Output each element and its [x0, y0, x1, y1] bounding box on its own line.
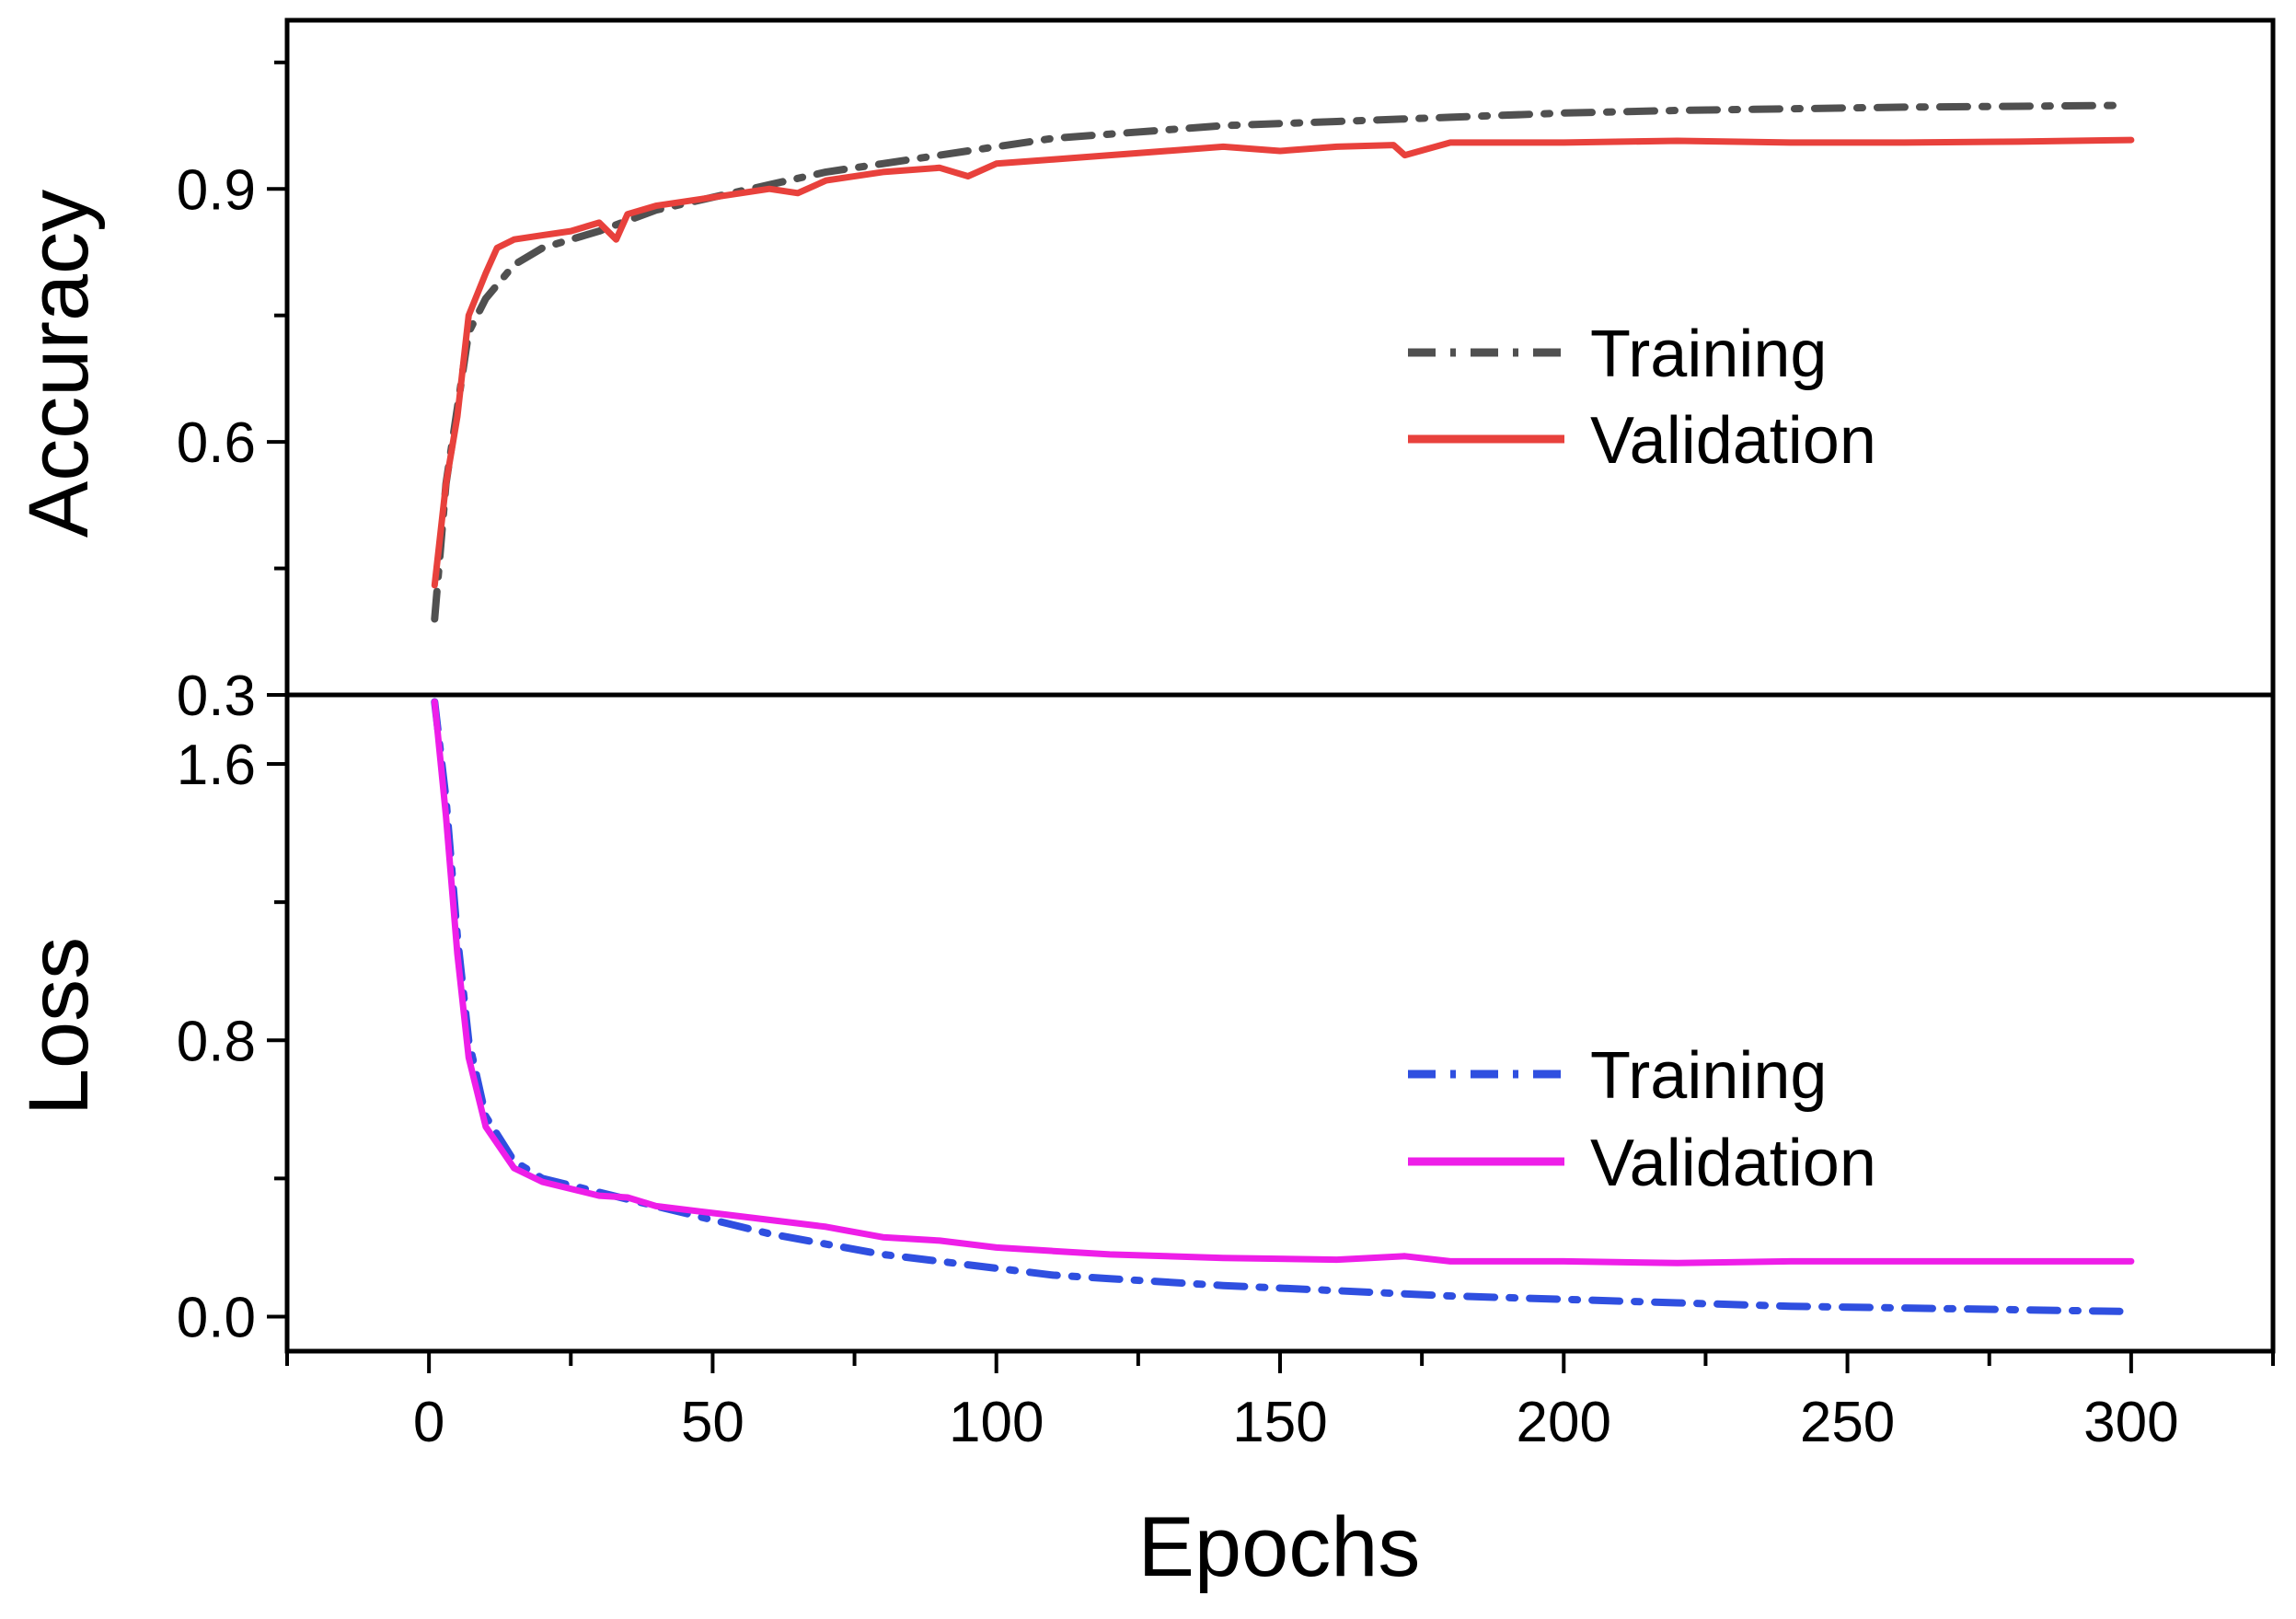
x-tick-label: 150 — [1232, 1391, 1327, 1454]
loss-validation-legend-label: Validation — [1590, 1127, 1876, 1200]
accuracy-training-legend-label: Training — [1590, 318, 1827, 391]
x-tick-label: 200 — [1517, 1391, 1611, 1454]
accuracy-y-tick-label: 0.9 — [177, 158, 256, 222]
accuracy-training-series-line — [431, 101, 2124, 623]
loss-y-tick-label: 0.0 — [177, 1286, 256, 1349]
x-tick-label: 100 — [949, 1391, 1044, 1454]
x-tick-label: 50 — [681, 1391, 744, 1454]
accuracy-validation-series-line — [431, 136, 2135, 589]
accuracy-axis-title: Accuracy — [12, 190, 106, 538]
x-tick-label: 0 — [413, 1391, 444, 1454]
loss-training-legend-label: Training — [1590, 1039, 1827, 1113]
loss-panel-frame — [284, 692, 2276, 1354]
x-tick-label: 250 — [1800, 1391, 1895, 1454]
accuracy-legend: Training Validation — [1408, 318, 1876, 478]
loss-legend: Training Validation — [1408, 1039, 1876, 1200]
loss-training-series-line — [431, 698, 2124, 1315]
accuracy-y-tick-label: 0.6 — [177, 411, 256, 475]
loss-validation-series-line — [431, 699, 2135, 1266]
loss-y-tick-label: 0.8 — [177, 1010, 256, 1073]
accuracy-validation-legend-label: Validation — [1590, 404, 1876, 478]
epochs-axis-title: Epochs — [1138, 1500, 1421, 1594]
loss-axis-title: Loss — [12, 937, 106, 1116]
x-tick-label: 300 — [2083, 1391, 2178, 1454]
accuracy-y-tick-label: 0.3 — [177, 665, 256, 728]
loss-y-tick-label: 1.6 — [177, 734, 256, 797]
